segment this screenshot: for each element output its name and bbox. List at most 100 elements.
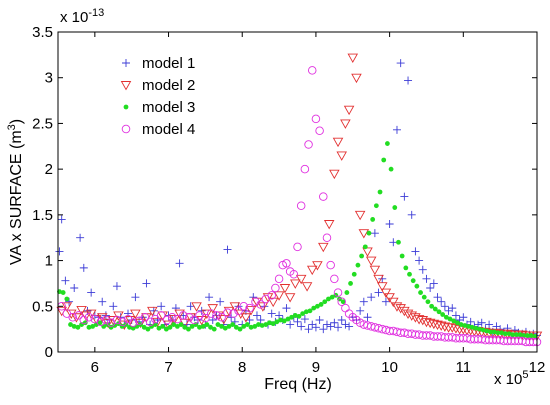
data-point — [443, 314, 449, 320]
data-point — [469, 324, 475, 330]
data-point — [186, 326, 191, 332]
data-point — [282, 304, 291, 313]
data-point — [402, 309, 414, 320]
data-point — [318, 242, 329, 253]
data-point — [140, 313, 150, 322]
data-point — [186, 302, 195, 311]
data-point — [359, 297, 368, 306]
legend-label: model 4 — [142, 121, 195, 138]
data-point — [248, 324, 254, 330]
data-point — [147, 306, 158, 317]
data-point — [160, 324, 166, 329]
data-point — [130, 325, 136, 331]
data-point — [432, 320, 443, 330]
data-point — [303, 309, 309, 315]
data-point — [219, 324, 224, 329]
data-point — [295, 274, 307, 285]
data-point — [156, 311, 166, 320]
data-point — [477, 318, 486, 327]
data-point — [230, 322, 236, 327]
data-point — [446, 323, 458, 333]
data-point — [61, 302, 73, 312]
data-point — [179, 311, 188, 320]
data-point — [406, 311, 417, 321]
legend-marker — [123, 104, 129, 110]
data-point — [377, 189, 383, 195]
data-point — [226, 324, 232, 329]
legend: model 1 model 2 model 3 model 4 — [120, 55, 195, 138]
data-point — [373, 203, 379, 209]
data-point — [466, 324, 471, 329]
data-point — [389, 238, 398, 247]
data-point — [410, 278, 416, 284]
data-point — [374, 288, 383, 297]
data-point — [85, 309, 97, 320]
data-point — [156, 325, 162, 331]
data-point — [252, 311, 261, 320]
data-point — [207, 304, 219, 314]
y-multiplier: x 10-13 — [60, 7, 104, 26]
data-point — [300, 311, 306, 316]
data-point — [367, 293, 376, 302]
data-point — [263, 322, 269, 327]
data-point — [407, 210, 416, 219]
data-point — [182, 324, 188, 330]
x-tick-label: 12 — [529, 359, 546, 376]
data-point — [293, 242, 302, 252]
data-point — [307, 66, 317, 75]
data-point — [79, 263, 88, 272]
data-marks — [55, 53, 543, 347]
data-point — [433, 293, 442, 302]
data-point — [195, 311, 204, 320]
data-point — [365, 256, 377, 266]
data-point — [326, 260, 335, 270]
data-point — [399, 253, 405, 259]
data-point — [267, 320, 272, 326]
data-point — [462, 323, 468, 328]
data-point — [189, 324, 195, 329]
data-point — [429, 279, 438, 288]
data-point — [396, 239, 401, 245]
data-point — [64, 296, 70, 302]
data-point — [141, 324, 147, 330]
data-point — [222, 325, 228, 331]
data-point — [86, 324, 92, 330]
data-point — [314, 303, 320, 309]
data-point — [330, 318, 339, 327]
data-point — [506, 331, 512, 337]
data-point — [267, 291, 276, 300]
data-point — [135, 318, 146, 329]
data-point — [459, 313, 468, 322]
data-point — [61, 276, 70, 285]
data-point — [245, 305, 257, 316]
data-point — [271, 283, 280, 293]
data-point — [440, 302, 449, 311]
data-point — [301, 282, 313, 292]
data-point — [267, 309, 276, 318]
data-point — [404, 76, 413, 85]
data-point — [488, 329, 493, 335]
data-point — [326, 296, 331, 302]
data-point — [315, 316, 324, 324]
data-point — [369, 265, 381, 276]
y-tick-label: 2 — [45, 161, 53, 178]
data-point — [451, 318, 457, 324]
data-point — [270, 321, 276, 327]
data-point — [229, 302, 241, 312]
data-point — [426, 284, 435, 292]
data-point — [391, 302, 403, 312]
data-point — [388, 297, 399, 308]
data-point — [455, 320, 460, 326]
data-point — [528, 333, 534, 338]
data-point — [432, 306, 438, 312]
data-point — [521, 333, 527, 338]
data-point — [167, 313, 177, 322]
data-point — [359, 253, 365, 259]
data-point — [376, 282, 388, 292]
data-point — [267, 297, 279, 308]
data-point — [395, 304, 406, 314]
data-point — [167, 324, 173, 330]
data-point — [217, 313, 226, 322]
data-point — [175, 259, 184, 268]
data-point — [252, 324, 258, 329]
